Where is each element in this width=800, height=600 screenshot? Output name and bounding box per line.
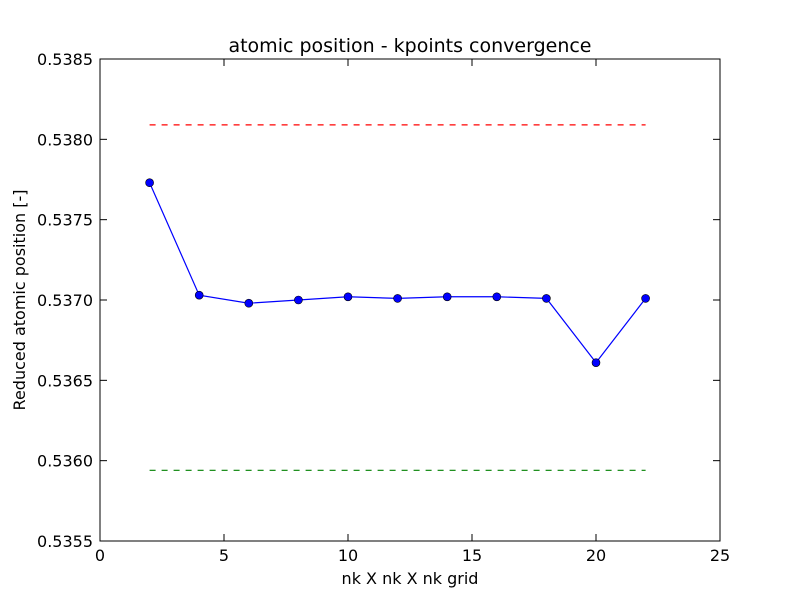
y-tick-label: 0.5380 <box>37 130 93 149</box>
x-tick-label: 25 <box>710 546 730 565</box>
series-0-point <box>195 291 203 299</box>
series-0-point <box>493 293 501 301</box>
x-tick-label: 5 <box>219 546 229 565</box>
series-0-point <box>443 293 451 301</box>
y-tick-label: 0.5360 <box>37 452 93 471</box>
y-tick-label: 0.5365 <box>37 371 93 390</box>
x-tick-label: 20 <box>586 546 606 565</box>
y-tick-label: 0.5385 <box>37 50 93 69</box>
series-0-point <box>642 294 650 302</box>
series-0-point <box>146 179 154 187</box>
series-0-point <box>294 296 302 304</box>
chart-title: atomic position - kpoints convergence <box>228 35 591 57</box>
series-0-point <box>394 294 402 302</box>
y-tick-label: 0.5370 <box>37 291 93 310</box>
x-tick-label: 15 <box>462 546 482 565</box>
y-axis-label: Reduced atomic position [-] <box>10 190 29 411</box>
y-tick-label: 0.5375 <box>37 211 93 230</box>
x-axis-label: nk X nk X nk grid <box>342 569 479 588</box>
series-0-point <box>542 294 550 302</box>
series-0-point <box>245 299 253 307</box>
series-0-point <box>344 293 352 301</box>
x-tick-label: 10 <box>338 546 358 565</box>
series-0-point <box>592 359 600 367</box>
x-tick-label: 0 <box>95 546 105 565</box>
y-tick-label: 0.5355 <box>37 532 93 551</box>
